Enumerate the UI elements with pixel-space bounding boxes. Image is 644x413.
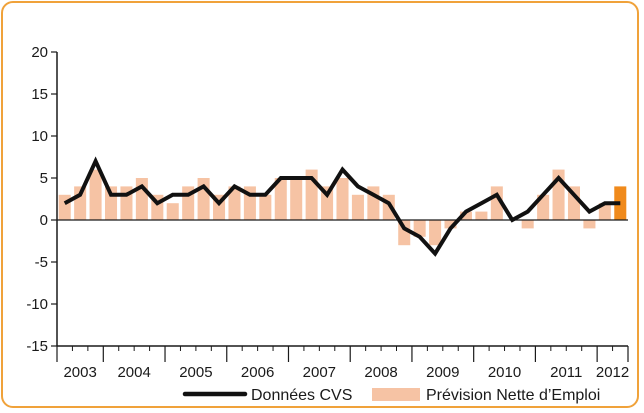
x-tick-label: 2005 — [179, 364, 212, 381]
legend-bar-label: Prévision Nette d’Emploi — [426, 387, 600, 404]
x-tick-label: 2010 — [488, 364, 521, 381]
bar-19 — [336, 178, 349, 220]
bar-36 — [598, 203, 611, 220]
y-ticks: 20 15 10 5 0 -5 -10 -15 — [26, 44, 57, 355]
bar-26 — [444, 220, 457, 229]
x-tick-label: 2012 — [596, 364, 629, 381]
bar-14 — [259, 194, 272, 220]
bar-3 — [89, 169, 102, 220]
x-tick-label: 2003 — [63, 364, 96, 381]
y-tick-label: 20 — [31, 44, 48, 61]
legend-line-label: Données CVS — [251, 387, 352, 404]
y-tick-label: 0 — [40, 212, 48, 229]
x-tick-label: 2009 — [426, 364, 459, 381]
line-series — [63, 156, 621, 257]
bar-20 — [351, 194, 364, 220]
bar-15 — [274, 178, 287, 220]
y-tick-label: -5 — [35, 254, 48, 271]
x-tick-label: 2004 — [117, 364, 150, 381]
x-tick-label: 2007 — [303, 364, 336, 381]
y-tick-label: 10 — [31, 128, 48, 145]
bar-28 — [475, 211, 488, 220]
bar-12 — [228, 186, 241, 220]
bar-1 — [58, 194, 71, 220]
x-ticks: 2003 2004 2005 2006 2007 2008 2009 2010 2011 2012 — [56, 346, 629, 381]
x-tick-label: 2008 — [364, 364, 397, 381]
bar-34 — [567, 186, 581, 220]
bar-32 — [537, 194, 550, 220]
bar-31 — [521, 220, 534, 229]
y-tick-label: -15 — [26, 338, 48, 355]
legend-bar-swatch — [372, 388, 420, 401]
bar-27 — [459, 211, 472, 220]
bar-24 — [413, 220, 426, 237]
y-tick-label: 15 — [31, 86, 48, 103]
axes — [56, 52, 628, 347]
x-tick-label: 2006 — [241, 364, 274, 381]
legend: Données CVS Prévision Nette d’Emploi — [182, 387, 600, 404]
bar-18 — [321, 186, 334, 220]
y-tick-label: 5 — [40, 170, 48, 187]
bar-25 — [429, 220, 442, 246]
bar-series — [58, 169, 627, 246]
bar-8 — [166, 203, 179, 220]
x-tick-label: 2011 — [550, 364, 582, 381]
bar-35 — [583, 220, 596, 229]
bar-16 — [290, 178, 303, 220]
y-tick-label: -10 — [26, 296, 48, 313]
